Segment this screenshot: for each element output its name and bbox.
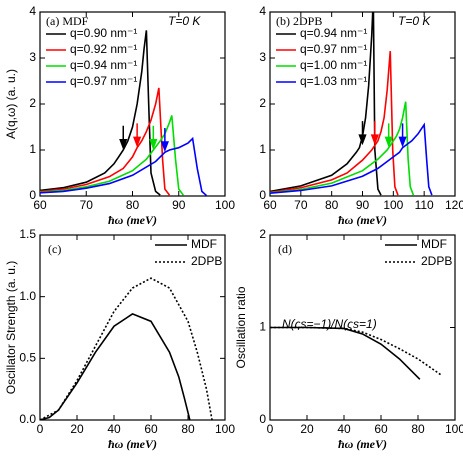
y-tick-label: 4 <box>259 4 266 18</box>
y-tick-label: 1 <box>29 142 36 156</box>
legend-label: MDF <box>191 237 217 251</box>
legend-label: q=1.03 nm⁻¹ <box>300 74 367 88</box>
y-axis-label: A(q,ω) (a. u.) <box>4 69 18 139</box>
x-tick-label: 60 <box>33 198 47 212</box>
x-tick-label: 100 <box>383 198 403 212</box>
x-tick-label: 40 <box>337 422 351 436</box>
y-tick-label: 1.0 <box>19 289 36 303</box>
x-tick-label: 60 <box>263 198 277 212</box>
data-line <box>40 30 161 196</box>
x-tick-label: 40 <box>107 422 121 436</box>
arrow <box>133 123 142 148</box>
y-axis-label: Oscillation ratio <box>234 286 248 368</box>
x-tick-label: 60 <box>374 422 388 436</box>
y-tick-label: 3 <box>29 50 36 64</box>
x-tick-label: 110 <box>415 198 434 212</box>
data-line <box>270 122 433 196</box>
arrow <box>384 123 393 148</box>
plot-area <box>40 277 213 420</box>
x-tick-label: 70 <box>80 198 94 212</box>
x-tick-label: 80 <box>181 422 195 436</box>
x-tick-label: 120 <box>445 198 463 212</box>
arrow <box>398 123 407 148</box>
y-tick-label: 0 <box>29 188 36 202</box>
annotation: T=0 K <box>168 14 201 28</box>
annotation: (b) 2DPB <box>276 14 322 28</box>
x-tick-label: 0 <box>37 422 44 436</box>
legend-label: q=0.97 nm⁻¹ <box>70 74 137 88</box>
x-tick-label: 20 <box>300 422 314 436</box>
data-line <box>40 87 171 196</box>
arrow <box>358 121 367 146</box>
x-axis-label: ħω (meV) <box>338 213 387 227</box>
y-tick-label: 0.5 <box>19 351 36 365</box>
x-tick-label: 90 <box>172 198 186 212</box>
annotation: (d) <box>278 242 292 256</box>
x-axis-label: ħω (meV) <box>108 213 157 227</box>
legend-label: q=0.94 nm⁻¹ <box>70 58 137 72</box>
data-line <box>270 101 415 196</box>
y-tick-label: 2 <box>259 227 266 241</box>
annotation: N(ςs=−1)/N(ςs=1) <box>282 317 377 331</box>
legend-label: 2DPB <box>421 254 452 268</box>
annotation: (c) <box>48 242 61 256</box>
legend-label: q=0.94 nm⁻¹ <box>300 26 367 40</box>
plot-area <box>40 30 208 196</box>
arrow <box>149 125 158 150</box>
plot-frame <box>39 234 226 421</box>
y-tick-label: 2 <box>259 96 266 110</box>
annotation: (a) MDF <box>46 14 89 28</box>
y-tick-label: 0 <box>259 412 266 426</box>
plot-area <box>270 12 433 196</box>
x-tick-label: 80 <box>411 422 425 436</box>
legend-label: MDF <box>421 237 447 251</box>
arrow <box>160 128 169 153</box>
y-tick-label: 1 <box>259 320 266 334</box>
y-tick-label: 1 <box>259 142 266 156</box>
annotation: T=0 K <box>398 14 431 28</box>
x-tick-label: 100 <box>445 422 463 436</box>
x-axis-label: ħω (meV) <box>108 437 157 451</box>
x-axis-label: ħω (meV) <box>338 437 387 451</box>
y-tick-label: 0.0 <box>19 412 36 426</box>
data-line <box>40 115 185 196</box>
legend-label: q=0.90 nm⁻¹ <box>70 26 137 40</box>
data-line <box>270 326 421 380</box>
y-axis-label: Oscillator Strength (a. u.) <box>4 261 18 394</box>
y-tick-label: 4 <box>29 4 36 18</box>
legend-label: q=0.92 nm⁻¹ <box>70 42 137 56</box>
arrow <box>119 125 128 150</box>
y-tick-label: 0 <box>259 188 266 202</box>
x-tick-label: 90 <box>356 198 370 212</box>
y-tick-label: 2 <box>29 96 36 110</box>
legend-label: q=0.97 nm⁻¹ <box>300 42 367 56</box>
legend-label: q=1.00 nm⁻¹ <box>300 58 367 72</box>
x-tick-label: 20 <box>70 422 84 436</box>
x-tick-label: 0 <box>267 422 274 436</box>
x-tick-label: 80 <box>325 198 339 212</box>
x-tick-label: 70 <box>294 198 308 212</box>
data-line <box>40 136 208 196</box>
x-tick-label: 100 <box>215 422 235 436</box>
y-tick-label: 3 <box>259 50 266 64</box>
arrow <box>370 121 379 146</box>
data-line <box>270 51 399 196</box>
data-line <box>270 326 443 377</box>
plot-area <box>270 326 443 380</box>
x-tick-label: 80 <box>126 198 140 212</box>
y-tick-label: 1.5 <box>19 227 36 241</box>
legend-label: 2DPB <box>191 254 222 268</box>
x-tick-label: 100 <box>215 198 235 212</box>
x-tick-label: 60 <box>144 422 158 436</box>
